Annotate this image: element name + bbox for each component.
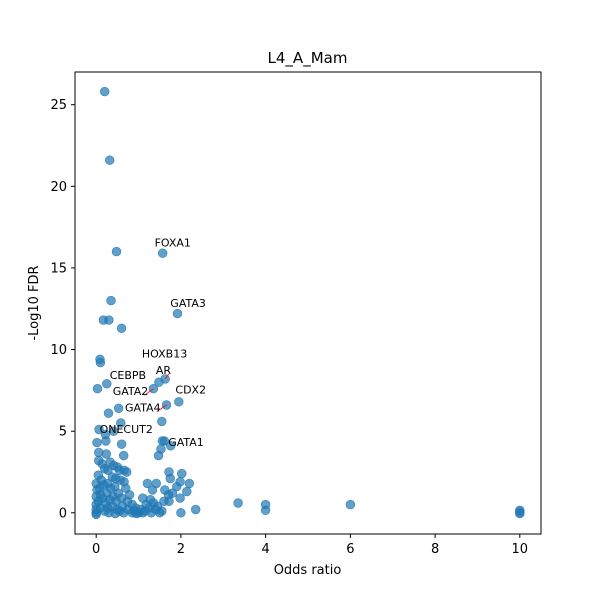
data-point: [94, 424, 104, 435]
data-point: [146, 508, 157, 518]
annotation-label: HOXB13: [142, 348, 187, 361]
data-point: [118, 450, 129, 461]
data-point: [233, 498, 243, 508]
annotation-label: GATA1: [168, 436, 204, 449]
data-point: [164, 496, 174, 506]
data-point: [172, 482, 182, 492]
axes-layer: 0 2 4 6 8 10 0 5 10 15 20 25: [50, 98, 528, 557]
y-tick-label: 25: [50, 98, 67, 113]
y-tick-label: 15: [50, 261, 67, 276]
chart-title: L4_A_Mam: [268, 49, 348, 68]
data-point: [113, 403, 124, 413]
data-point: [182, 486, 192, 497]
data-point: [101, 449, 112, 459]
data-point: [95, 357, 106, 368]
data-point: [177, 468, 187, 479]
x-axis-label: Odds ratio: [274, 563, 342, 578]
data-point: [345, 499, 356, 510]
data-point: [147, 485, 158, 495]
annotation-label: GATA2: [113, 385, 149, 398]
y-axis-label: -Log10 FDR: [27, 265, 42, 340]
data-point: [154, 377, 164, 387]
x-tick-label: 8: [431, 542, 439, 557]
data-point: [104, 315, 114, 325]
data-point: [118, 508, 129, 518]
x-tick-label: 2: [177, 542, 185, 557]
data-point: [165, 473, 176, 484]
data-point: [174, 397, 184, 407]
data-point: [159, 436, 170, 446]
data-point: [92, 437, 102, 448]
data-point: [175, 493, 185, 503]
annotation-arrow: [144, 388, 154, 396]
annotation-label: AR: [156, 364, 172, 377]
y-tick-label: 20: [50, 180, 67, 195]
data-point: [91, 509, 101, 520]
data-point: [116, 418, 126, 428]
data-point: [116, 323, 127, 333]
data-point: [515, 508, 525, 519]
data-point: [111, 246, 122, 257]
data-point: [101, 436, 111, 446]
data-point: [106, 295, 116, 306]
data-point: [102, 379, 112, 389]
y-tick-label: 10: [50, 343, 67, 358]
data-point: [99, 86, 110, 97]
data-point: [172, 308, 183, 319]
data-point: [155, 508, 165, 518]
data-point: [176, 508, 186, 518]
annotation-label: FOXA1: [155, 237, 191, 250]
x-tick-label: 6: [346, 542, 354, 557]
annotation-arrow: [164, 373, 170, 380]
data-point: [110, 508, 120, 519]
data-point: [166, 441, 176, 451]
x-tick-label: 0: [92, 542, 100, 557]
annotation-label: CDX2: [175, 384, 206, 397]
data-point: [116, 439, 127, 449]
data-point: [103, 465, 113, 475]
data-point: [131, 508, 142, 519]
data-point: [92, 384, 103, 394]
data-point: [184, 478, 195, 489]
x-tick-label: 10: [512, 542, 529, 557]
annotation-label: GATA4: [125, 402, 161, 415]
x-tick-label: 4: [261, 542, 269, 557]
data-point: [103, 408, 114, 418]
data-point: [121, 467, 132, 477]
annotation-label: GATA3: [170, 297, 206, 310]
annotation-label: CEBPB: [110, 369, 146, 382]
data-point: [158, 248, 168, 258]
annotation-arrow: [156, 404, 167, 412]
annotations-layer: FOXA1 GATA3 HOXB13 AR CEBPB CDX2 GATA2 GATA4 ONE…: [100, 237, 206, 449]
points-layer: [91, 86, 525, 520]
data-point: [108, 426, 119, 436]
data-point: [104, 155, 115, 165]
y-tick-label: 0: [59, 506, 67, 521]
data-point: [157, 416, 167, 427]
data-point: [153, 450, 164, 461]
data-point: [260, 505, 271, 515]
annotation-label: ONECUT2: [100, 423, 153, 436]
data-point: [93, 447, 104, 458]
y-tick-label: 5: [59, 425, 67, 440]
plot-frame: [74, 71, 542, 535]
data-point: [191, 504, 201, 515]
